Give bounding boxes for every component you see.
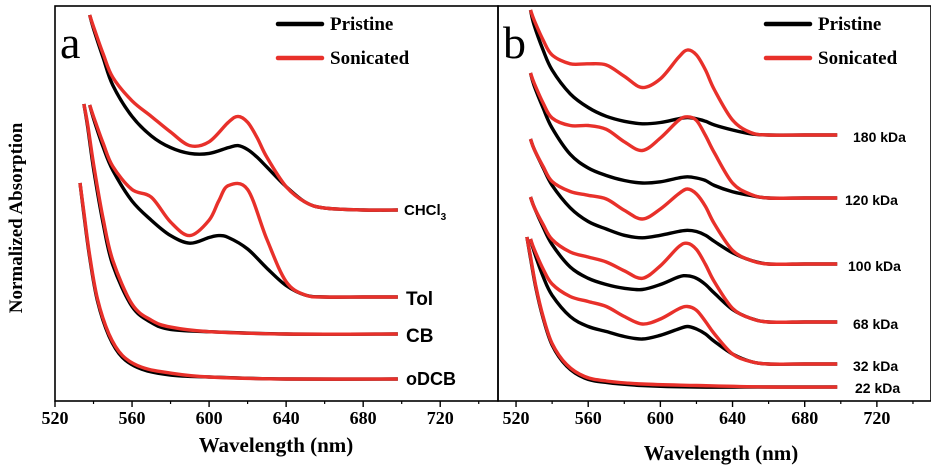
x-tick-label: 640 (719, 408, 746, 428)
series-sonicated-tol (88, 104, 398, 299)
x-tick-label: 600 (196, 408, 223, 428)
trace-label-32-kda: 32 kDa (853, 358, 898, 374)
series-sonicated-120-kda (528, 72, 838, 200)
x-tick-label: 600 (647, 408, 674, 428)
plot-frame (497, 5, 931, 402)
legend-label-sonicated: Sonicated (818, 48, 898, 69)
panel-label: b (503, 17, 526, 68)
y-axis-label: Normalized Absorption (6, 122, 27, 313)
series-pristine-odcb (78, 182, 398, 381)
trace-label-chcl3: CHCl3 (404, 202, 447, 223)
trace-label-tol: Tol (406, 289, 433, 310)
trace-label-180-kda: 180 kDa (853, 129, 906, 145)
panel-b: 520 560 600 640 680 720 Wavelength (nm) b Pristi… (497, 5, 931, 465)
series-sonicated-cb (82, 103, 398, 336)
trace-label-100-kda: 100 kDa (848, 258, 901, 274)
x-tick-label: 520 (503, 408, 530, 428)
trace-label-120-kda: 120 kDa (845, 192, 898, 208)
series-sonicated-22-kda (525, 236, 838, 389)
series-pristine-100-kda (528, 138, 838, 266)
trace-label-22-kda: 22 kDa (855, 380, 900, 396)
series-sonicated-180-kda (528, 9, 838, 137)
series-sonicated-odcb (78, 182, 398, 381)
trace-label-cb: CB (406, 326, 433, 347)
x-axis-label: Wavelength (nm) (644, 441, 799, 465)
series-sonicated-32-kda (528, 238, 838, 366)
x-tick-label: 720 (863, 408, 890, 428)
x-tick-label: 720 (427, 408, 454, 428)
x-tick-label: 680 (350, 408, 377, 428)
x-tick-label: 640 (273, 408, 300, 428)
series-sonicated-68-kda (528, 196, 838, 324)
series-sonicated-100-kda (528, 138, 838, 266)
x-tick-label: 560 (119, 408, 146, 428)
x-axis-label: Wavelength (nm) (199, 433, 354, 457)
legend-label-pristine: Pristine (330, 14, 393, 35)
trace-label-odcb: oDCB (406, 369, 456, 389)
trace-label-68-kda: 68 kDa (853, 316, 898, 332)
series-pristine-32-kda (528, 238, 838, 366)
panel-a: 520 560 600 640 680 720 Wavelength (nm) a Pristi… (42, 5, 499, 457)
legend-label-pristine: Pristine (818, 14, 881, 35)
series-pristine-chcl3 (88, 14, 398, 212)
x-tick-label: 560 (575, 408, 602, 428)
series-sonicated-chcl3 (88, 14, 398, 212)
series-pristine-68-kda (528, 196, 838, 324)
x-tick-label: 680 (791, 408, 818, 428)
panel-label: a (60, 17, 80, 68)
series-pristine-tol (88, 104, 398, 299)
x-tick-label: 520 (42, 408, 69, 428)
legend-label-sonicated: Sonicated (330, 48, 410, 69)
